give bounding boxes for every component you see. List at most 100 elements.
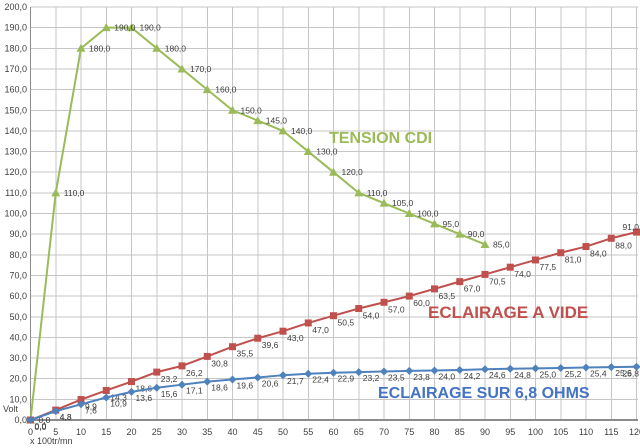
data-label: 4,3	[60, 412, 72, 422]
y-tick-label: 130,0	[4, 147, 27, 157]
data-label: 85,0	[493, 239, 510, 249]
square-marker	[506, 263, 514, 271]
triangle-marker	[152, 43, 162, 52]
triangle-marker	[253, 116, 263, 125]
diamond-marker	[304, 369, 313, 378]
data-label: 25,8	[622, 369, 639, 379]
data-label: 91,0	[622, 222, 639, 232]
data-label: 74,0	[514, 269, 531, 279]
data-label: 43,0	[287, 333, 304, 343]
data-label: 10,9	[110, 398, 127, 408]
x-tick-label: 15	[101, 427, 111, 437]
y-tick-label: 140,0	[4, 126, 27, 136]
data-label: 160,0	[215, 85, 237, 95]
x-tick-label: 75	[404, 427, 414, 437]
diamond-marker	[531, 364, 540, 373]
diamond-marker	[178, 380, 186, 389]
data-label: 4,8	[60, 412, 72, 422]
y-tick-label: 120,0	[4, 167, 27, 177]
diamond-marker	[203, 377, 212, 386]
triangle-marker	[329, 167, 338, 176]
x-tick-label: 0	[28, 427, 33, 437]
data-label: 25,0	[540, 369, 557, 379]
square-marker	[355, 304, 363, 312]
y-tick-label: 100,0	[4, 209, 27, 219]
data-label: 17,1	[186, 386, 203, 396]
square-marker	[178, 362, 186, 370]
y-tick-label: 40,0	[9, 332, 27, 342]
data-label: 47,0	[312, 325, 329, 335]
y-tick-label: 170,0	[4, 64, 27, 74]
data-label: 25,2	[565, 369, 582, 379]
triangle-marker	[127, 23, 136, 32]
y-tick-label: 70,0	[9, 270, 27, 280]
x-tick-label: 110	[579, 427, 593, 437]
x-tick-label: 120	[629, 427, 640, 437]
triangle-marker	[177, 64, 187, 73]
data-label: 30,8	[211, 358, 228, 368]
x-tick-label: 70	[379, 427, 389, 437]
x-tick-label: 65	[354, 427, 364, 437]
y-tick-label: 10,0	[9, 394, 27, 404]
data-label: 24,6	[489, 370, 506, 380]
square-marker	[77, 396, 85, 404]
data-label: 150,0	[241, 105, 263, 115]
square-marker	[128, 378, 135, 386]
diamond-marker	[127, 387, 136, 396]
x-tick-label: 60	[328, 427, 338, 437]
diamond-marker	[430, 366, 439, 375]
y-tick-label: 20,0	[9, 374, 27, 384]
diamond-marker	[405, 366, 414, 375]
x-tick-label: 85	[455, 427, 465, 437]
diamond-marker	[77, 400, 85, 409]
square-marker	[456, 278, 464, 286]
data-label: 90,0	[468, 229, 485, 239]
data-label: 19,6	[237, 381, 254, 391]
triangle-marker	[480, 239, 490, 248]
data-label: 26,2	[186, 368, 203, 378]
axis-ticks: 0,010,020,030,040,050,060,070,080,090,01…	[3, 2, 640, 446]
data-label: 63,5	[439, 291, 456, 301]
square-marker	[229, 343, 236, 351]
square-marker	[582, 243, 590, 251]
y-tick-label: 150,0	[4, 105, 27, 115]
data-label: 170,0	[190, 64, 212, 74]
x-tick-label: 100	[528, 427, 543, 437]
diamond-marker	[329, 368, 338, 377]
data-label: 25,4	[590, 369, 607, 379]
data-label: 22,4	[312, 375, 329, 385]
data-label: 67,0	[464, 284, 481, 294]
y-tick-label: 180,0	[4, 43, 27, 53]
data-label: 110,0	[367, 188, 388, 198]
series-label-eclairage-a-vide: ECLAIRAGE A VIDE	[428, 303, 589, 322]
x-tick-label: 45	[253, 427, 263, 437]
data-label: 54,0	[363, 310, 380, 320]
diamond-marker	[582, 363, 590, 372]
data-label: 24,2	[464, 371, 481, 381]
data-label: 0,0	[35, 422, 47, 432]
square-marker	[532, 256, 539, 264]
triangle-marker	[354, 188, 364, 197]
data-label: 190,0	[140, 23, 162, 33]
data-label: 140,0	[291, 126, 313, 136]
data-label: 20,6	[262, 378, 279, 388]
data-label: 23,5	[388, 372, 405, 382]
data-label: 23,8	[413, 372, 430, 382]
data-label: 84,0	[590, 249, 607, 259]
data-label: 88,0	[615, 240, 632, 250]
data-label: 25,6	[615, 368, 632, 378]
data-label: 15,6	[161, 389, 178, 399]
triangle-marker	[430, 219, 439, 228]
diamond-marker	[607, 363, 616, 372]
diamond-marker	[51, 407, 60, 416]
triangle-marker	[228, 105, 237, 114]
series-3-data-labels: 0,0 4,3 7,6 10,9 13,6 15,6 17,1 18,6 19,6 20,6 21,…	[35, 368, 640, 431]
x-tick-label: 10	[76, 427, 86, 437]
diamond-marker	[228, 375, 237, 384]
square-marker	[405, 292, 413, 300]
triangle-marker	[202, 85, 212, 94]
data-label: 23,2	[363, 373, 380, 383]
